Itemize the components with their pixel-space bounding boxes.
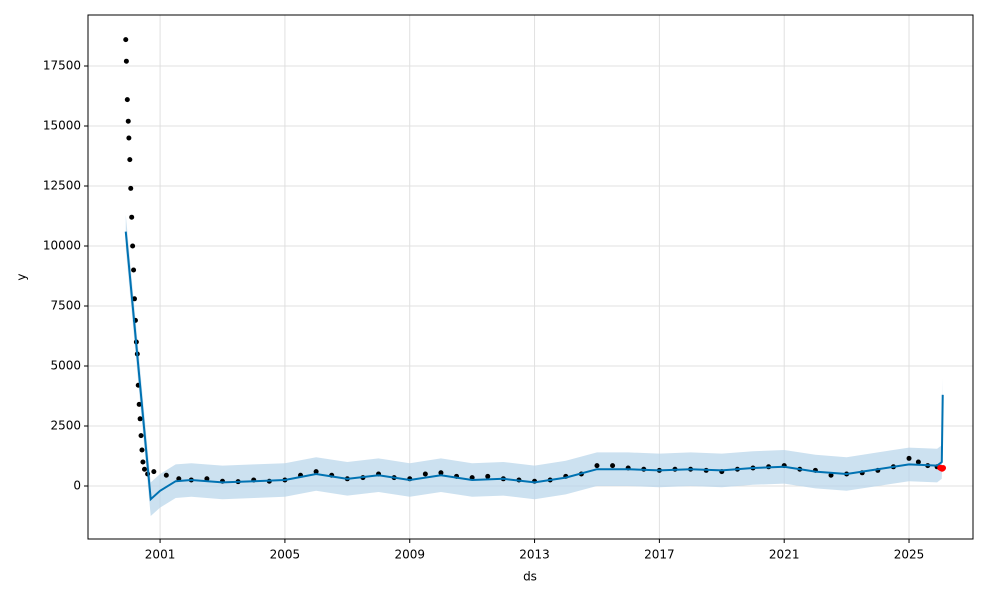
data-point bbox=[140, 459, 146, 465]
data-point bbox=[125, 118, 131, 124]
axes-frame bbox=[87, 14, 974, 540]
data-point bbox=[163, 472, 169, 478]
data-point bbox=[610, 463, 616, 469]
data-point bbox=[485, 473, 491, 479]
x-axis-label: ds bbox=[523, 570, 537, 584]
data-point bbox=[131, 296, 137, 302]
y-tick-label: 7500 bbox=[50, 299, 81, 313]
y-tick-label: 5000 bbox=[50, 359, 81, 373]
data-point bbox=[594, 463, 600, 469]
y-tick-label: 0 bbox=[73, 479, 81, 493]
y-axis-label: y bbox=[15, 273, 29, 280]
data-point bbox=[313, 469, 319, 475]
x-tick-label: 2001 bbox=[145, 548, 176, 562]
recent-point bbox=[940, 465, 947, 472]
data-point bbox=[128, 185, 134, 191]
data-point bbox=[204, 476, 210, 482]
data-point bbox=[127, 157, 133, 163]
data-point bbox=[141, 466, 147, 472]
y-tick-label: 10000 bbox=[43, 239, 81, 253]
x-tick-label: 2017 bbox=[644, 548, 675, 562]
data-point bbox=[137, 416, 143, 422]
x-tick-label: 2025 bbox=[894, 548, 925, 562]
data-point bbox=[123, 58, 129, 64]
data-point bbox=[422, 471, 428, 477]
x-tick-label: 2013 bbox=[519, 548, 550, 562]
data-point bbox=[438, 470, 444, 476]
data-point bbox=[136, 401, 142, 407]
data-point bbox=[123, 37, 129, 43]
data-point bbox=[151, 469, 157, 475]
y-tick-label: 15000 bbox=[43, 119, 81, 133]
forecast-line bbox=[124, 231, 944, 502]
x-tick-label: 2009 bbox=[394, 548, 425, 562]
y-tick-label: 2500 bbox=[50, 419, 81, 433]
data-point bbox=[828, 472, 834, 478]
data-point bbox=[130, 243, 136, 249]
uncertainty-band bbox=[125, 214, 943, 517]
data-point bbox=[124, 97, 130, 103]
data-point bbox=[129, 214, 135, 220]
data-point bbox=[138, 433, 144, 439]
data-point bbox=[126, 135, 132, 141]
y-tick-label: 17500 bbox=[43, 59, 81, 73]
data-point bbox=[131, 267, 137, 273]
plot-area bbox=[88, 15, 973, 539]
x-tick-label: 2021 bbox=[769, 548, 800, 562]
data-point bbox=[915, 459, 921, 465]
data-point bbox=[139, 447, 145, 453]
data-point bbox=[906, 455, 912, 461]
y-tick-label: 12500 bbox=[43, 179, 81, 193]
x-tick-label: 2005 bbox=[270, 548, 301, 562]
